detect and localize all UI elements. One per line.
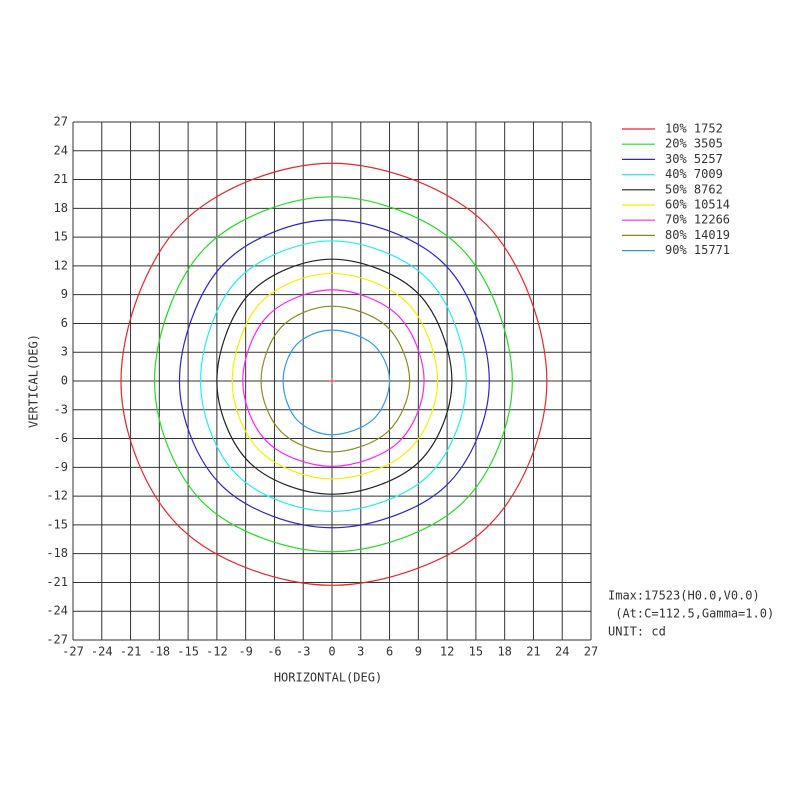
legend-label: 20% 3505 [665,137,723,151]
contour-line [199,240,467,513]
y-axis-label: VERTICAL(DEG) [27,334,41,428]
y-tick-label: -18 [46,546,68,560]
contour-line [120,162,548,586]
y-tick-label: 6 [61,316,68,330]
legend-label: 60% 10514 [665,198,730,212]
x-tick-label: -15 [177,645,199,659]
y-tick-label: -3 [54,402,68,416]
y-tick-label: -15 [46,517,68,531]
contour-line [153,196,513,553]
legend-label: 10% 1752 [665,122,723,136]
x-tick-label: 9 [415,645,422,659]
legend-label: 50% 8762 [665,182,723,196]
x-tick-label: 21 [526,645,540,659]
x-tick-label: 27 [584,645,598,659]
y-tick-label: 18 [54,201,68,215]
y-tick-label: -27 [46,633,68,647]
x-tick-label: 3 [357,645,364,659]
contour-line [178,219,490,529]
y-tick-label: 3 [61,345,68,359]
x-tick-label: 12 [440,645,454,659]
y-tick-label: -21 [46,575,68,589]
x-axis-label: HORIZONTAL(DEG) [274,671,382,685]
x-tick-label: -9 [238,645,252,659]
x-tick-label: 6 [386,645,393,659]
x-tick-label: -27 [62,645,84,659]
y-tick-label: -24 [46,604,68,618]
y-tick-label: 12 [54,258,68,272]
annotation: (At:C=112.5,Gamma=1.0) [608,607,774,621]
x-tick-label: -24 [91,645,113,659]
legend-label: 80% 14019 [665,228,730,242]
contour-line [216,258,453,495]
x-tick-label: 0 [328,645,335,659]
y-tick-label: 15 [54,230,68,244]
legend-label: 30% 5257 [665,152,723,166]
x-tick-label: 18 [497,645,511,659]
y-tick-label: 9 [61,287,68,301]
x-tick-label: -18 [148,645,170,659]
contour-line [260,305,411,453]
contour-line [231,272,439,480]
y-tick-label: -12 [46,489,68,503]
annotation: Imax:17523(H0.0,V0.0) [608,589,760,603]
contour-line [242,289,425,467]
contour-line [282,329,391,436]
x-tick-label: -21 [120,645,142,659]
annotation: UNIT: cd [608,625,666,639]
legend-label: 90% 15771 [665,243,730,257]
legend-label: 40% 7009 [665,167,723,181]
legend-label: 70% 12266 [665,213,730,227]
x-tick-label: 24 [555,645,569,659]
y-tick-label: -9 [54,460,68,474]
y-tick-label: 27 [54,115,68,129]
x-tick-label: -3 [296,645,310,659]
y-tick-label: 0 [61,374,68,388]
y-tick-label: 24 [54,143,68,157]
y-tick-label: 21 [54,172,68,186]
x-tick-label: -6 [267,645,281,659]
x-tick-label: -12 [206,645,228,659]
y-tick-label: -6 [54,431,68,445]
x-tick-label: 15 [469,645,483,659]
